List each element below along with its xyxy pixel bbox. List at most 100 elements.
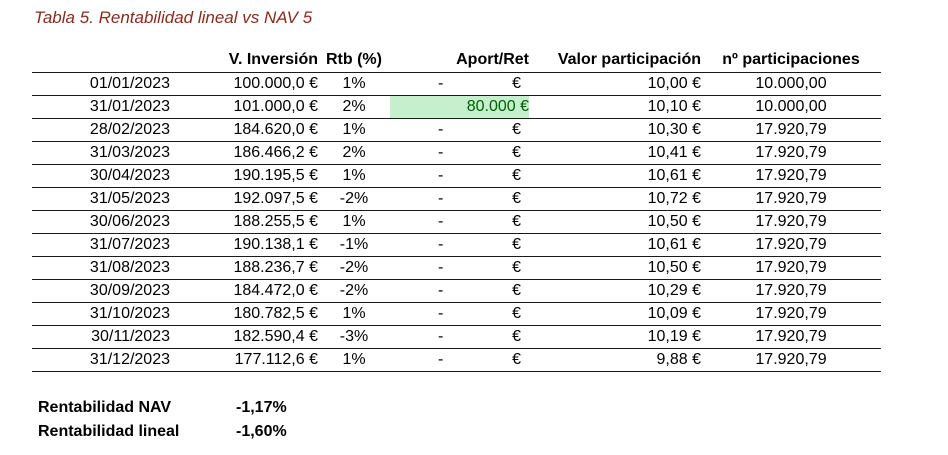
fecha-cell: 01/01/2023 — [32, 72, 170, 96]
participaciones-cell: 10.000,00 — [701, 95, 881, 119]
aport-currency: € — [512, 75, 521, 92]
table-row: 31/05/2023 192.097,5 € -2% - €10,72 €17.920,… — [32, 187, 881, 211]
rtb-cell: 1% — [318, 72, 390, 96]
aport-cell: - € — [390, 118, 529, 142]
aport-dash: - — [438, 351, 444, 368]
valor-cell: 10,19 € — [529, 325, 701, 349]
table-row: 30/06/2023 188.255,5 €1% - €10,50 €17.920,7… — [32, 210, 881, 234]
aport-dash: - — [438, 167, 444, 184]
aport-currency: € — [512, 190, 521, 207]
participaciones-cell: 17.920,79 — [701, 210, 881, 234]
aport-currency: € — [512, 121, 521, 138]
inversion-cell: 101.000,0 € — [170, 95, 318, 119]
aport-currency: € — [512, 328, 521, 345]
participaciones-cell: 17.920,79 — [701, 325, 881, 349]
table-row: 31/03/2023 186.466,2 €2% - €10,41 €17.920,7… — [32, 141, 881, 165]
inversion-cell: 188.255,5 € — [170, 210, 318, 234]
valor-cell: 9,88 € — [529, 348, 701, 372]
participaciones-cell: 17.920,79 — [701, 233, 881, 257]
table-row: 30/11/2023 182.590,4 € -3% - €10,19 €17.920,… — [32, 325, 881, 349]
valor-cell: 10,50 € — [529, 256, 701, 280]
participaciones-cell: 17.920,79 — [701, 256, 881, 280]
valor-cell: 10,50 € — [529, 210, 701, 234]
valor-cell: 10,41 € — [529, 141, 701, 165]
rtb-cell: 1% — [318, 164, 390, 188]
inversion-cell: 177.112,6 € — [170, 348, 318, 372]
aport-currency: € — [512, 259, 521, 276]
summary-lineal-label: Rentabilidad lineal — [38, 423, 180, 440]
aport-dash: - — [438, 305, 444, 322]
rtb-cell: 2% — [318, 95, 390, 119]
fecha-cell: 30/11/2023 — [32, 325, 170, 349]
header-fecha — [32, 48, 170, 73]
summary-nav-label: Rentabilidad NAV — [38, 399, 172, 416]
fecha-cell: 30/09/2023 — [32, 279, 170, 303]
aport-cell: - € — [390, 164, 529, 188]
inversion-cell: 184.620,0 € — [170, 118, 318, 142]
aport-cell: - € — [390, 279, 529, 303]
participaciones-cell: 17.920,79 — [701, 141, 881, 165]
rtb-cell: 1% — [318, 210, 390, 234]
rtb-cell: 1% — [318, 348, 390, 372]
table-title: Tabla 5. Rentabilidad lineal vs NAV 5 — [34, 8, 313, 27]
aport-currency: € — [512, 167, 521, 184]
header-inversion: V. Inversión — [228, 51, 318, 68]
inversion-cell: 188.236,7 € — [170, 256, 318, 280]
rtb-cell: -2% — [318, 187, 390, 211]
aport-currency: € — [512, 236, 521, 253]
rtb-cell: -2% — [318, 256, 390, 280]
aport-dash: - — [438, 282, 444, 299]
participaciones-cell: 17.920,79 — [701, 348, 881, 372]
inversion-cell: 180.782,5 € — [170, 302, 318, 326]
rtb-cell: -1% — [318, 233, 390, 257]
header-aport: Aport/Ret — [456, 51, 529, 68]
participaciones-cell: 17.920,79 — [701, 279, 881, 303]
valor-cell: 10,09 € — [529, 302, 701, 326]
table-row: 31/12/2023 177.112,6 €1% - €9,88 €17.920,79 — [32, 348, 881, 372]
aport-dash: - — [438, 213, 444, 230]
table-row: 01/01/2023 100.000,0 €1% - €10,00 €10.000,0… — [32, 72, 881, 96]
inversion-cell: 182.590,4 € — [170, 325, 318, 349]
summary-nav-value: -1,17% — [236, 399, 287, 416]
aport-cell: 80.000 € — [390, 95, 529, 119]
participaciones-cell: 17.920,79 — [701, 302, 881, 326]
participaciones-cell: 17.920,79 — [701, 187, 881, 211]
aport-dash: - — [438, 259, 444, 276]
aport-cell: - € — [390, 256, 529, 280]
fecha-cell: 30/04/2023 — [32, 164, 170, 188]
aport-dash: - — [438, 236, 444, 253]
fecha-cell: 31/07/2023 — [32, 233, 170, 257]
valor-cell: 10,10 € — [529, 95, 701, 119]
participaciones-cell: 17.920,79 — [701, 164, 881, 188]
aport-currency: € — [512, 144, 521, 161]
fecha-cell: 31/10/2023 — [32, 302, 170, 326]
fecha-cell: 31/05/2023 — [32, 187, 170, 211]
valor-cell: 10,00 € — [529, 72, 701, 96]
table-row: 30/09/2023 184.472,0 € -2% - €10,29 €17.920,… — [32, 279, 881, 303]
inversion-cell: 100.000,0 € — [170, 72, 318, 96]
aport-cell: - € — [390, 325, 529, 349]
aport-dash: - — [438, 328, 444, 345]
participaciones-cell: 17.920,79 — [701, 118, 881, 142]
header-row: V. Inversión Rtb (%) Aport/Ret Valor par… — [32, 48, 881, 73]
aport-currency: € — [512, 282, 521, 299]
valor-cell: 10,30 € — [529, 118, 701, 142]
aport-currency: € — [512, 213, 521, 230]
fecha-cell: 31/12/2023 — [32, 348, 170, 372]
table-row: 31/07/2023 190.138,1 € -1% - €10,61 €17.920,… — [32, 233, 881, 257]
aport-cell: - € — [390, 187, 529, 211]
aport-cell: - € — [390, 348, 529, 372]
valor-cell: 10,29 € — [529, 279, 701, 303]
header-valor: Valor participación — [557, 51, 701, 68]
rtb-cell: -2% — [318, 279, 390, 303]
rtb-cell: 1% — [318, 118, 390, 142]
table-row: 28/02/2023 184.620,0 €1% - €10,30 €17.920,7… — [32, 118, 881, 142]
fecha-cell: 31/03/2023 — [32, 141, 170, 165]
aport-cell: - € — [390, 233, 529, 257]
valor-cell: 10,72 € — [529, 187, 701, 211]
rtb-cell: 2% — [318, 141, 390, 165]
fecha-cell: 30/06/2023 — [32, 210, 170, 234]
inversion-cell: 192.097,5 € — [170, 187, 318, 211]
aport-dash: - — [438, 75, 444, 92]
table-row: 31/10/2023 180.782,5 €1% - €10,09 €17.920,7… — [32, 302, 881, 326]
